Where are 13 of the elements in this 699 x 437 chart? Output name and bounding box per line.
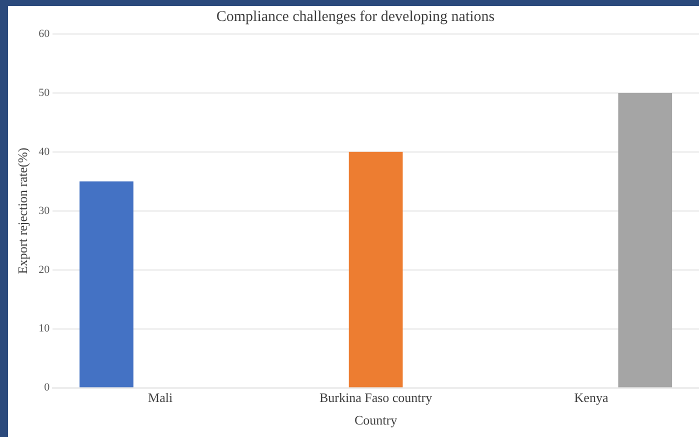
y-tick-label: 60: [38, 28, 50, 40]
x-tick-label: Kenya: [574, 390, 608, 406]
y-tick-label: 50: [38, 86, 50, 99]
y-tick-label: 0: [44, 382, 50, 394]
chart-title: Compliance challenges for developing nations: [216, 8, 495, 25]
x-tick-label: Burkina Faso country: [319, 390, 433, 406]
y-tick-label: 30: [38, 204, 50, 217]
y-axis-title: Export rejection rate(%): [15, 148, 30, 274]
x-tick-label: Mali: [148, 390, 173, 406]
x-axis-title: Country: [354, 412, 398, 428]
y-tick-label: 20: [38, 264, 50, 276]
y-tick-label: 10: [38, 322, 50, 335]
y-tick-label: 40: [38, 146, 50, 158]
